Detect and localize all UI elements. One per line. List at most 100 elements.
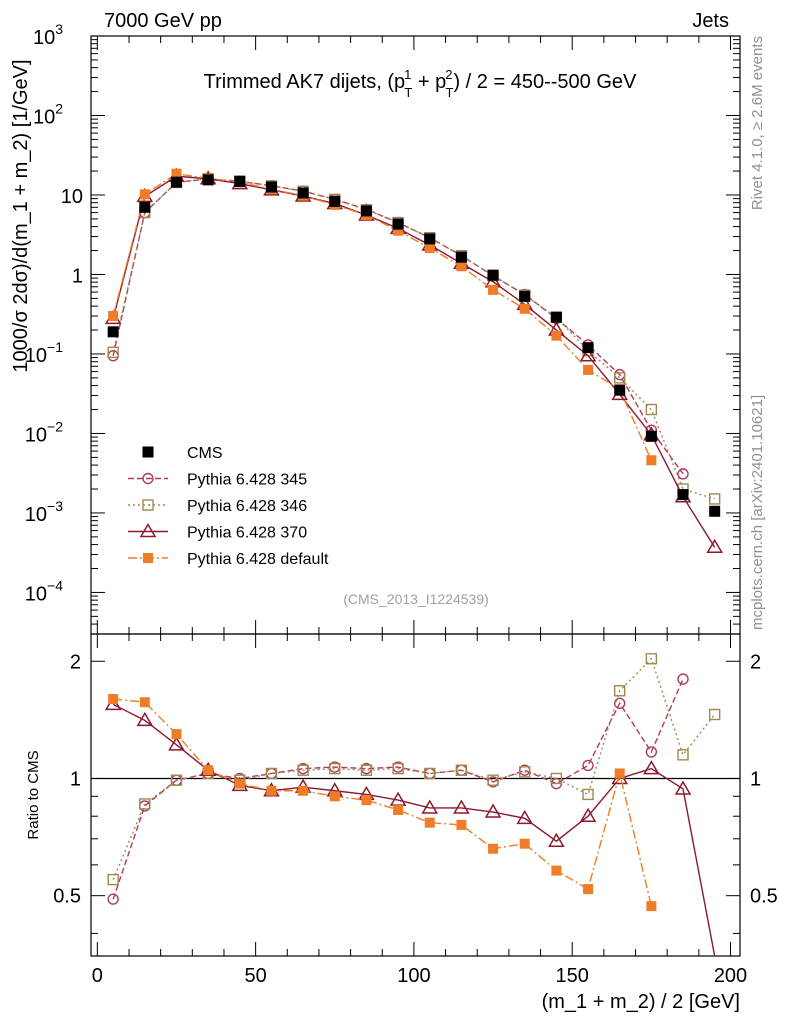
legend-label-cms: CMS xyxy=(187,445,223,462)
main-y-tick-base: 10 xyxy=(25,583,47,605)
series-3-ratio-point xyxy=(579,807,597,822)
series-3-ratio-point xyxy=(168,736,185,751)
x-tick-label: 100 xyxy=(397,965,430,987)
data-point-cms xyxy=(234,175,246,187)
series-2-main-point xyxy=(107,346,119,358)
series-2-ratio-point xyxy=(360,764,373,776)
series-1-ratio-point xyxy=(107,893,119,905)
series-2-ratio-point xyxy=(582,788,594,801)
main-y-tick-base: 10 xyxy=(61,186,83,208)
series-4-ratio-point xyxy=(329,791,340,802)
main-y-tick-base: 1 xyxy=(72,265,83,287)
series-4-ratio-point xyxy=(139,697,150,708)
main-y-tick-exp: −3 xyxy=(47,498,63,514)
data-point-cms xyxy=(360,205,372,217)
chart-title-sub1: T xyxy=(404,85,412,100)
data-point-cms xyxy=(107,326,119,338)
series-4-ratio-point xyxy=(361,795,372,806)
main-y-tick-label: 10−4 xyxy=(25,577,63,605)
series-4-ratio-point xyxy=(203,765,214,776)
header-left: 7000 GeV pp xyxy=(104,10,222,32)
series-3-ratio-point xyxy=(484,803,502,818)
data-point-cms xyxy=(170,176,182,188)
series-4-ratio-point xyxy=(393,804,404,815)
main-y-tick-label: 1 xyxy=(72,265,83,287)
main-y-tick-label: 102 xyxy=(33,100,63,128)
legend-marker-series-2 xyxy=(142,499,154,511)
chart-title-sup1: 1 xyxy=(404,67,411,82)
series-4-ratio-line xyxy=(113,698,653,907)
series-3-main-point xyxy=(706,538,723,554)
data-point-cms xyxy=(329,195,341,207)
series-2-ratio-point xyxy=(645,653,658,665)
data-point-cms xyxy=(455,251,467,263)
series-3-ratio-point xyxy=(643,760,660,775)
series-2-ratio-point xyxy=(297,764,309,776)
data-point-cms xyxy=(677,489,689,501)
series-2-ratio-point xyxy=(265,767,278,780)
ratio-y-tick-label-right: 2 xyxy=(750,651,761,673)
main-y-tick-exp: −4 xyxy=(47,577,63,593)
series-3-ratio-point xyxy=(453,799,470,814)
series-2-ratio-point xyxy=(455,764,468,776)
series-4-main-line xyxy=(112,173,652,461)
legend-label-series-4: Pythia 6.428 default xyxy=(187,551,329,568)
main-y-tick-exp: −1 xyxy=(47,339,63,355)
main-y-tick-label: 10−2 xyxy=(25,418,63,446)
series-2-ratio-point xyxy=(613,685,626,697)
legend-marker-cms xyxy=(142,446,154,458)
data-point-cms xyxy=(392,218,404,230)
series-4-ratio-point xyxy=(551,865,562,876)
series-4-ratio-point xyxy=(298,785,309,796)
main-y-tick-base: 10 xyxy=(25,424,47,446)
series-4-ratio-point xyxy=(583,884,594,895)
main-plot-frame xyxy=(90,35,741,635)
series-2-ratio-point xyxy=(139,798,151,810)
series-4-ratio-point xyxy=(488,843,499,854)
data-point-cms xyxy=(424,233,436,245)
series-2-ratio-point xyxy=(677,749,689,761)
series-4-ratio-point xyxy=(646,901,657,912)
series-2-ratio-point xyxy=(424,767,436,780)
main-series-group xyxy=(104,167,723,554)
main-y-tick-base: 10 xyxy=(25,504,47,526)
series-1-main-point xyxy=(677,468,689,480)
series-2-ratio-point xyxy=(519,766,531,778)
series-2-ratio-point xyxy=(170,774,183,786)
data-point-cms xyxy=(202,174,214,186)
series-2-ratio-point xyxy=(107,873,119,886)
legend-label-series-1: Pythia 6.428 345 xyxy=(187,472,307,489)
chart-title-sub2: T xyxy=(446,85,454,100)
data-point-cms xyxy=(550,311,562,323)
series-1-ratio-point xyxy=(645,746,658,758)
data-point-cms xyxy=(709,505,721,517)
series-4-ratio-point xyxy=(171,729,182,740)
legend: CMS Pythia 6.428 345 Pythia 6.428 346 Pythi… xyxy=(128,445,329,568)
ratio-plot-frame xyxy=(90,633,741,957)
y-axis-label-ratio: Ratio to CMS xyxy=(25,750,42,839)
x-axis-label: (m_1 + m_2) / 2 [GeV] xyxy=(542,991,740,1013)
data-point-cms xyxy=(297,187,309,199)
series-3-ratio-point xyxy=(674,780,692,795)
chart-title-mid: + p xyxy=(412,71,446,93)
series-2-main-point xyxy=(613,372,626,384)
series-2-ratio-point xyxy=(550,772,563,785)
x-tick-label: 50 xyxy=(244,965,266,987)
series-4-main-point xyxy=(456,261,467,272)
series-4-main-point xyxy=(583,364,594,375)
series-3-ratio-point xyxy=(421,799,439,814)
x-tick-label: 150 xyxy=(556,965,589,987)
main-y-tick-label: 103 xyxy=(33,21,63,49)
series-1-ratio-point xyxy=(613,697,626,709)
series-3-ratio-point xyxy=(548,832,565,847)
series-4-ratio-point xyxy=(424,817,435,828)
series-4-main-point xyxy=(551,330,562,341)
series-3-ratio-point xyxy=(516,809,534,825)
data-point-cms xyxy=(487,269,499,281)
series-4-main-point xyxy=(488,284,499,295)
series-2-ratio-point xyxy=(329,762,341,775)
data-point-cms xyxy=(582,342,594,354)
legend-label-series-2: Pythia 6.428 346 xyxy=(187,498,307,515)
ratio-y-ticks: 2 2 1 1 0.5 0.5 xyxy=(53,651,778,934)
